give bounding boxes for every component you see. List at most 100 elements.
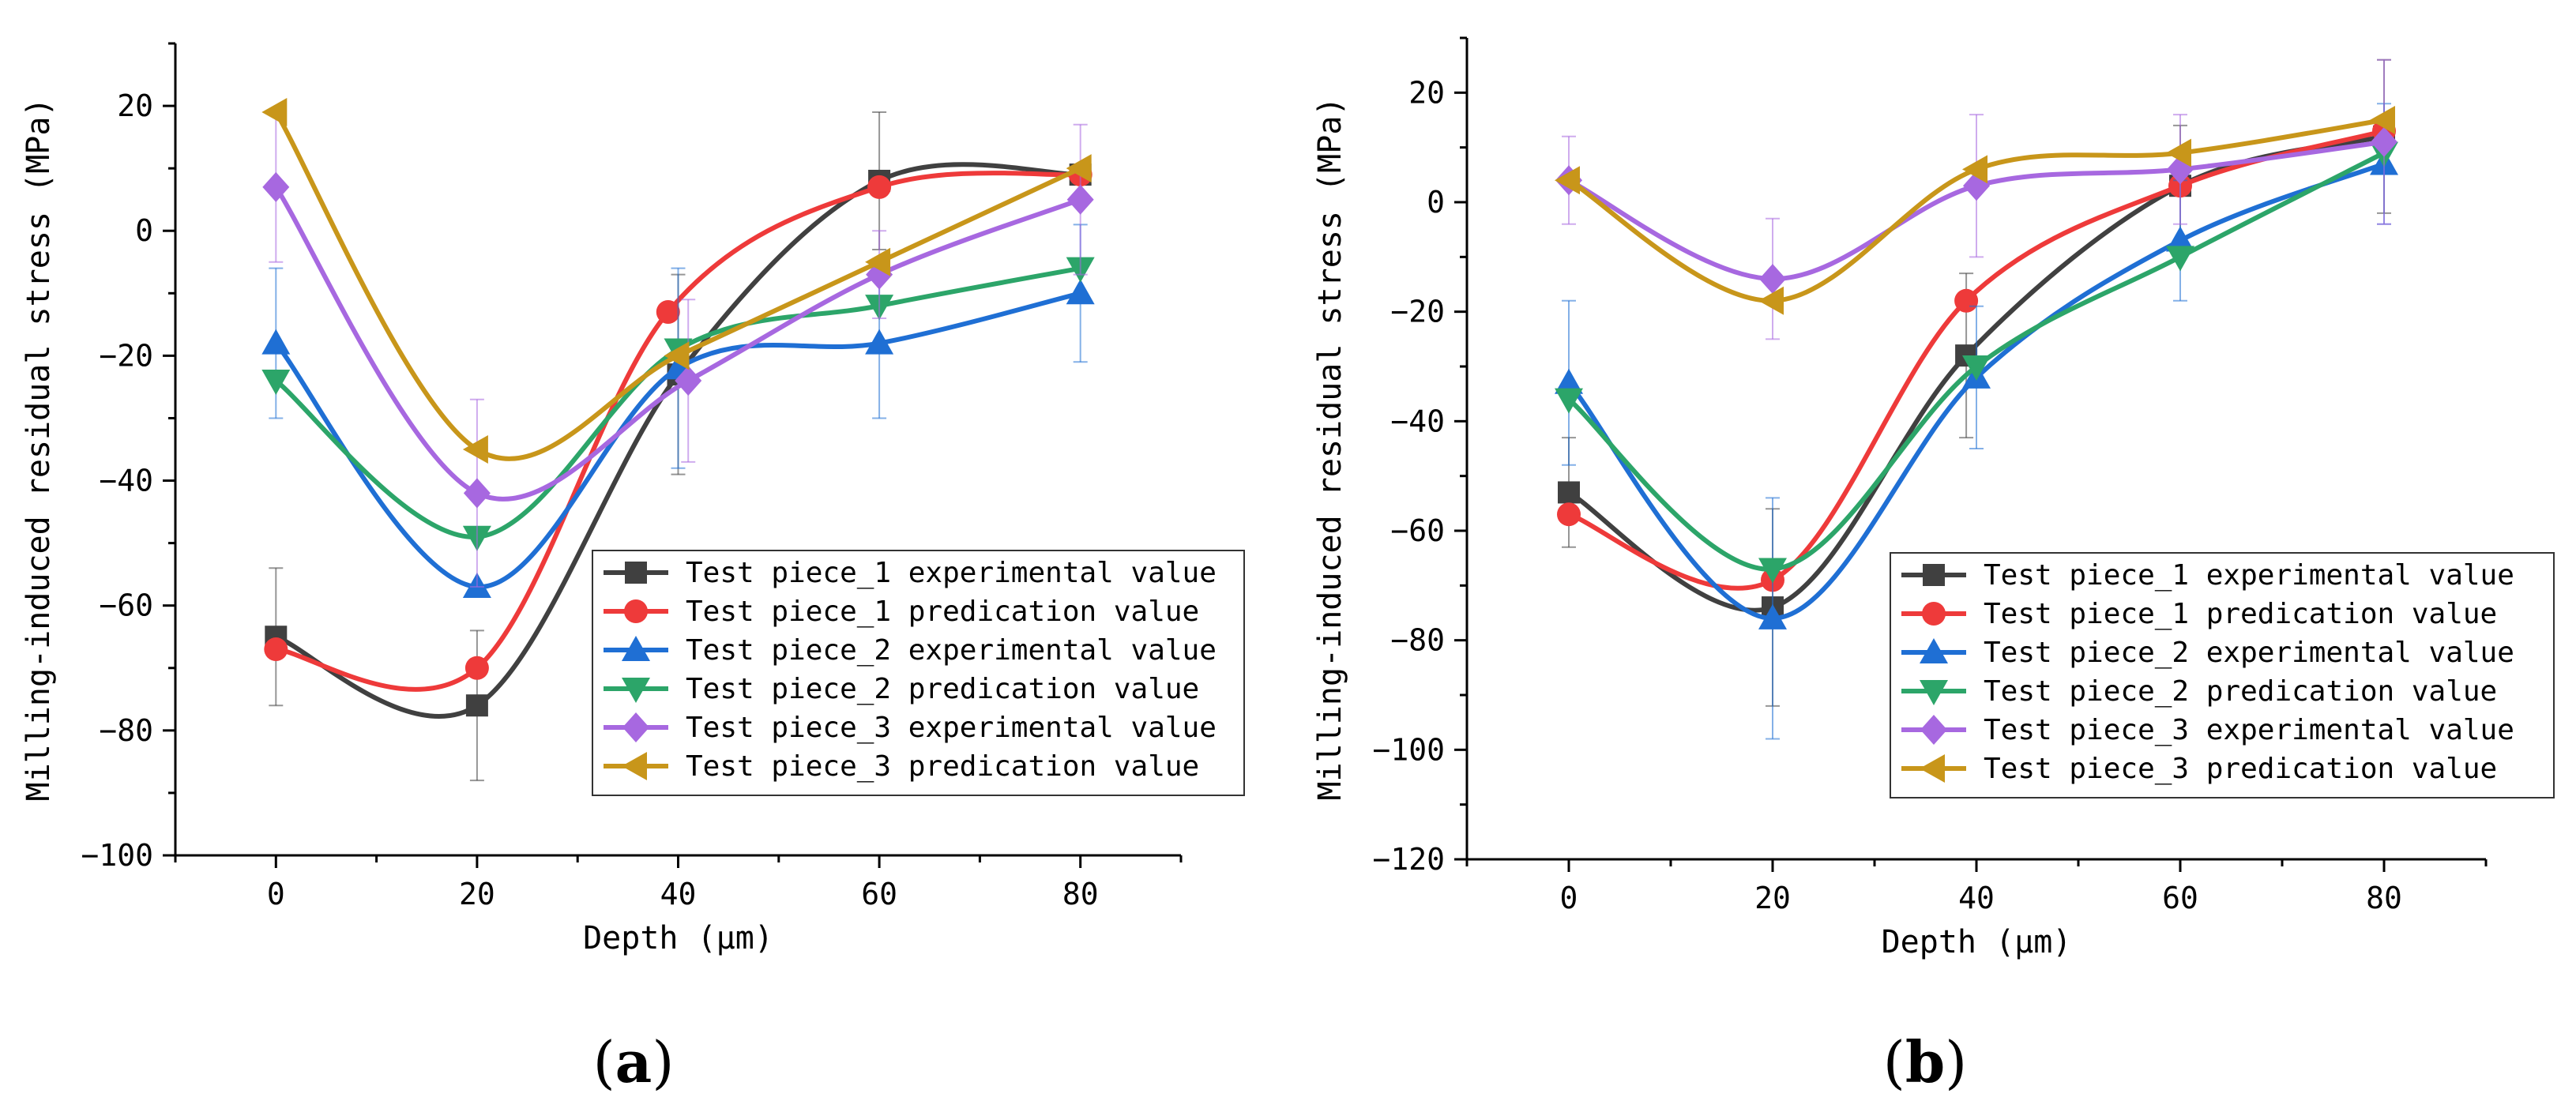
data-point <box>1758 558 1787 584</box>
series-line <box>273 186 1081 502</box>
x-tick-label: 0 <box>267 877 285 911</box>
legend-label: Test piece_3 predication value <box>686 750 1199 783</box>
series-line <box>1567 150 2386 572</box>
y-axis-label: Milling-induced residual stress (MPa) <box>1312 96 1348 800</box>
legend-label: Test piece_1 experimental value <box>686 557 1217 589</box>
legend-item: Test piece_3 experimental value <box>1901 714 2514 746</box>
legend-item: Test piece_3 predication value <box>1901 753 2497 785</box>
y-tick-label: 0 <box>1427 185 1445 220</box>
legend-marker <box>1920 638 1948 663</box>
y-tick-label: −60 <box>1390 513 1445 548</box>
data-point <box>675 366 702 396</box>
data-point <box>2166 138 2191 167</box>
data-point <box>465 694 488 717</box>
legend-label: Test piece_2 experimental value <box>1984 637 2514 669</box>
legend-marker <box>625 562 647 584</box>
legend-item: Test piece_1 experimental value <box>1901 559 2514 592</box>
series-line <box>1566 161 2386 621</box>
legend-item: Test piece_2 experimental value <box>604 634 1217 667</box>
legend-item: Test piece_3 predication value <box>604 750 1199 783</box>
data-point <box>261 329 291 355</box>
legend-item: Test piece_1 predication value <box>1901 598 2497 630</box>
data-point <box>867 175 892 199</box>
series-3 <box>1555 103 2398 740</box>
legend-item: Test piece_1 experimental value <box>604 557 1217 589</box>
y-tick-label: −40 <box>99 464 153 498</box>
data-point <box>1758 603 1787 629</box>
legend-label: Test piece_1 predication value <box>686 596 1199 628</box>
y-tick-label: −100 <box>81 838 153 873</box>
data-point <box>664 341 690 370</box>
series-line <box>273 291 1081 589</box>
panel-label-a-letter: a <box>615 1028 652 1095</box>
legend-item: Test piece_2 predication value <box>604 673 1199 705</box>
data-point <box>262 171 290 202</box>
legend-marker <box>622 636 650 661</box>
legend: Test piece_1 experimental value Test piec… <box>592 550 1245 796</box>
series-line <box>1568 128 2385 591</box>
chart-panel-b: −120 −100 −80 −60 −40 −20 0 20 0 20 40 60 80 Depth (μ… <box>1312 36 2555 960</box>
legend-marker <box>1920 715 1947 745</box>
data-point <box>261 97 288 126</box>
legend-box <box>592 550 1245 796</box>
data-point <box>264 637 288 662</box>
y-tick-label: 20 <box>1408 75 1445 110</box>
y-tick-label: −20 <box>99 338 153 373</box>
data-point <box>1555 368 1583 394</box>
data-point <box>2166 226 2194 252</box>
data-point <box>865 247 891 276</box>
y-tick-label: −80 <box>1390 623 1445 658</box>
legend-label: Test piece_3 experimental value <box>686 712 1217 744</box>
data-point <box>1066 279 1095 305</box>
data-point <box>2371 126 2397 157</box>
y-tick-label: −80 <box>99 713 153 748</box>
y-tick-label: 20 <box>117 88 153 123</box>
legend-marker <box>624 599 648 623</box>
data-point <box>1962 155 1987 184</box>
data-point <box>261 370 291 396</box>
x-tick-label: 40 <box>1958 881 1995 915</box>
x-tick-label: 60 <box>861 877 897 911</box>
x-axis-label: Depth (μm) <box>1882 924 2072 960</box>
y-tick-label: −20 <box>1390 295 1445 329</box>
axes: −120 −100 −80 −60 −40 −20 0 20 0 20 40 60 80 Depth (μ… <box>1312 36 2488 960</box>
data-point <box>1555 388 1583 414</box>
data-point <box>2370 106 2395 134</box>
y-tick-label: 0 <box>135 213 153 248</box>
series-2 <box>264 163 1092 692</box>
legend-label: Test piece_2 predication value <box>1984 675 2497 708</box>
data-point <box>462 435 488 464</box>
data-point <box>1555 166 1580 195</box>
x-tick-label: 80 <box>2366 881 2402 915</box>
legend-marker <box>622 678 650 703</box>
legend-marker <box>1923 564 1945 586</box>
series-line <box>275 171 1081 692</box>
legend-label: Test piece_2 predication value <box>686 673 1199 705</box>
series-5 <box>1555 58 2397 340</box>
data-point <box>1954 288 1979 313</box>
y-tick-label: −100 <box>1372 732 1445 767</box>
x-tick-label: 60 <box>2162 881 2198 915</box>
legend-marker <box>622 712 649 742</box>
legend-label: Test piece_2 experimental value <box>686 634 1217 667</box>
data-point <box>464 656 489 680</box>
x-tick-label: 80 <box>1062 877 1099 911</box>
data-point <box>1962 355 1991 381</box>
series-3 <box>261 224 1095 598</box>
legend-box <box>1890 552 2555 798</box>
series-5 <box>262 111 1094 588</box>
y-tick-label: −120 <box>1372 842 1445 877</box>
data-point <box>1758 286 1784 315</box>
x-tick-label: 40 <box>660 877 697 911</box>
data-point <box>656 300 680 325</box>
legend-label: Test piece_1 predication value <box>1984 598 2497 630</box>
x-axis-label: Depth (μm) <box>583 920 773 956</box>
legend-label: Test piece_3 predication value <box>1984 753 2497 785</box>
data-point <box>1557 502 1581 527</box>
y-axis-label: Milling-induced residual stress (MPa) <box>21 97 57 801</box>
data-point <box>1066 184 1094 215</box>
x-tick-label: 20 <box>1754 881 1791 915</box>
legend-label: Test piece_1 experimental value <box>1984 559 2514 592</box>
legend-item: Test piece_1 predication value <box>604 596 1199 628</box>
